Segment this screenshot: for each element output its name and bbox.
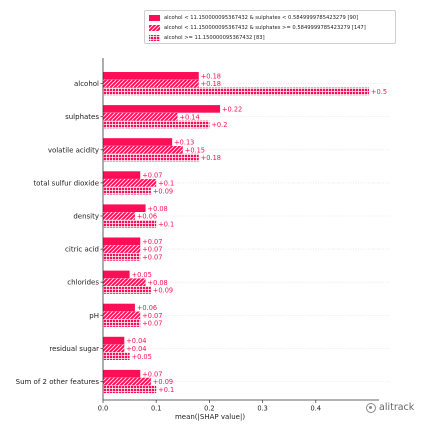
bar [103,385,157,394]
bar-value-label: +0.09 [153,287,173,295]
category-label: volatile acidity [48,146,99,154]
bars: +0.18+0.18+0.5+0.22+0.14+0.2+0.13+0.15+0… [103,72,387,394]
bar [103,303,135,312]
bar [103,352,130,360]
bar-value-label: +0.22 [222,106,242,114]
bar-value-label: +0.08 [148,279,168,287]
legend-label: alcohol < 11.150000095367432 & sulphates… [164,14,359,21]
bar [103,286,151,294]
bar [103,146,183,154]
bar-value-label: +0.18 [201,80,221,88]
bar [103,369,141,378]
bar [103,336,125,345]
category-label: pH [89,312,99,320]
bar-value-label: +0.07 [142,172,162,180]
bar [103,344,125,353]
category-label: total sulfur dioxide [33,179,99,187]
legend-swatch-solid [149,14,160,21]
category-label: chlorides [67,279,99,287]
bar-value-label: +0.08 [148,205,168,213]
x-tick-label: 0.3 [257,405,268,413]
legend-item: alcohol >= 11.150000095367432 [83] [149,33,265,42]
category-label: citric acid [65,246,99,254]
legend: alcohol < 11.150000095367432 & sulphates… [144,10,396,44]
bar-value-label: +0.07 [142,312,162,320]
watermark: alitrack [366,402,414,413]
bar [103,377,151,386]
bar [103,270,130,279]
x-tick-label: 0.2 [204,405,215,413]
legend-item: alcohol < 11.150000095367432 & sulphates… [149,13,358,22]
bar [103,179,157,187]
bar [103,220,157,228]
bar [103,186,151,195]
bar [103,278,146,286]
bar-value-label: +0.07 [142,370,162,378]
bar [103,171,141,179]
bar-value-label: +0.09 [153,378,173,386]
category-label: residual sugar [49,345,99,353]
bar [103,87,369,96]
bar [103,311,141,320]
x-axis: 0.0 0.1 0.2 0.3 0.4 [98,58,379,413]
bar [103,253,141,261]
bar [103,319,141,327]
bar-value-label: +0.1 [158,220,174,228]
bar [103,138,173,146]
bar [103,79,199,88]
category-label: density [73,213,99,221]
legend-item: alcohol < 11.150000095367432 & sulphates… [149,23,366,32]
bar [103,204,146,212]
bar-value-label: +0.07 [142,320,162,328]
bar-value-label: +0.18 [201,154,221,162]
bar-value-label: +0.1 [158,180,174,188]
bar-value-label: +0.06 [137,304,157,312]
bar [103,245,141,253]
category-label: sulphates [65,113,99,121]
bar-value-label: +0.2 [211,121,227,129]
category-label: alcohol [74,80,99,88]
watermark-text: alitrack [379,402,415,413]
bar [103,153,199,162]
bar [103,120,210,129]
bar-value-label: +0.07 [142,246,162,254]
bar [103,72,199,80]
bar-value-label: +0.18 [201,72,221,80]
bar-value-label: +0.1 [158,386,174,394]
legend-label: alcohol >= 11.150000095367432 [83] [164,34,265,41]
legend-swatch-grid [149,34,160,41]
x-tick-label: 0.1 [151,405,162,413]
bar-value-label: +0.07 [142,238,162,246]
legend-label: alcohol < 11.150000095367432 & sulphates… [164,24,366,31]
bar-value-label: +0.15 [185,146,205,154]
bar-value-label: +0.04 [126,337,146,345]
legend-swatch-diagonal [149,24,160,31]
bar-value-label: +0.09 [153,187,173,195]
category-label: Sum of 2 other features [16,378,100,386]
category-rows: alcohol sulphates volatile acidity total su… [16,80,389,386]
bar-value-label: +0.14 [179,113,199,121]
x-tick-label: 0.4 [311,405,322,413]
bar-value-label: +0.05 [132,353,152,361]
bar-value-label: +0.04 [126,345,146,353]
bar [103,105,221,113]
bar [103,112,178,121]
bar [103,237,141,246]
bar-value-label: +0.07 [142,254,162,262]
bar-value-label: +0.5 [371,88,387,96]
x-tick-label: 0.0 [98,405,109,413]
bar-value-label: +0.05 [132,271,152,279]
bar-value-label: +0.13 [174,139,194,147]
bar [103,212,135,220]
x-axis-label: mean(|SHAP value|) [175,413,245,421]
bar-value-label: +0.06 [137,213,157,221]
wechat-icon [366,402,376,413]
